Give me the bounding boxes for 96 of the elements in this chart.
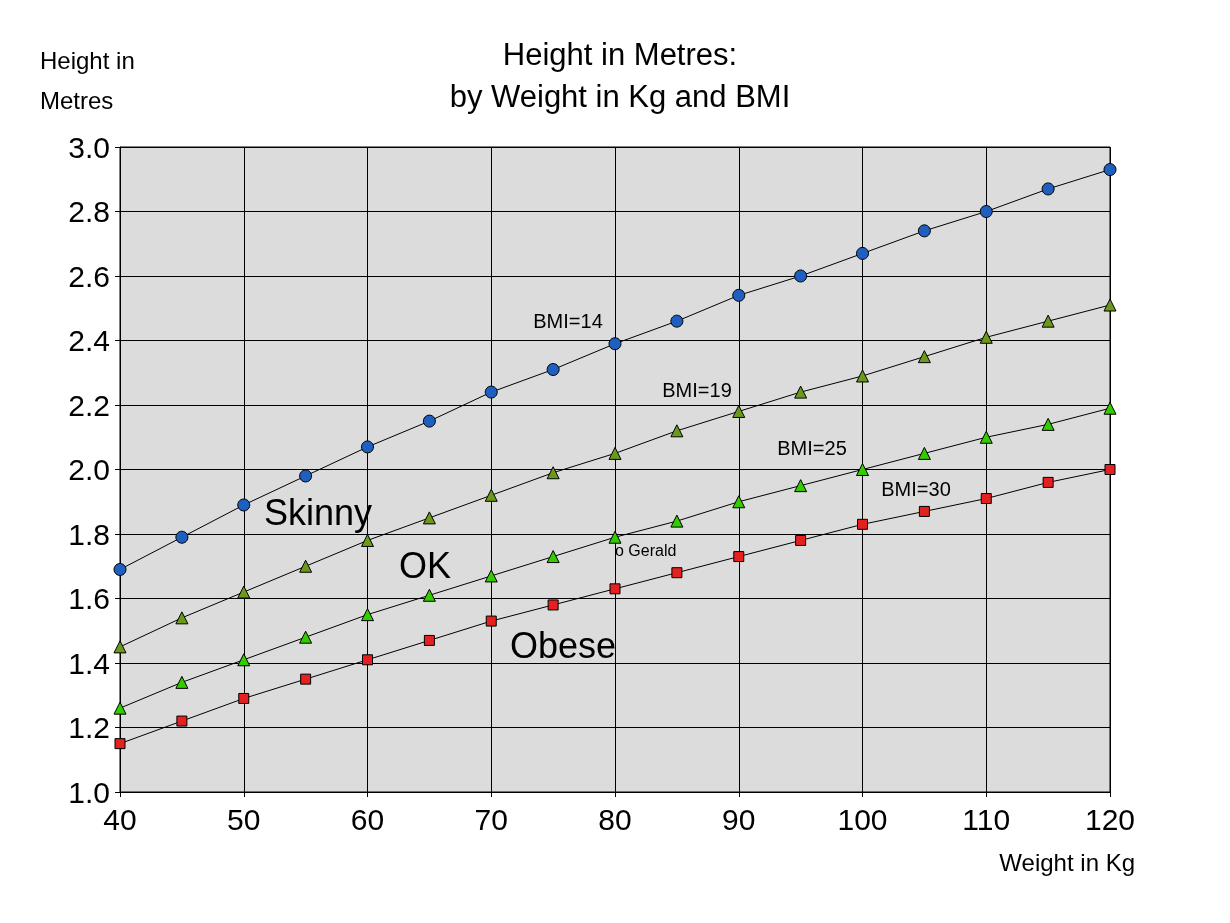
- point: [1041, 182, 1055, 196]
- x-tick-label: 110: [962, 802, 1011, 836]
- point: [300, 673, 312, 685]
- point: [361, 608, 374, 622]
- point: [546, 363, 560, 377]
- point: [917, 446, 931, 460]
- point: [670, 314, 684, 328]
- point: [917, 224, 931, 238]
- x-tick-label: 120: [1084, 802, 1136, 836]
- point: [670, 424, 684, 438]
- point: [299, 630, 313, 644]
- point: [671, 567, 683, 579]
- y-tick-label: 3.0: [68, 130, 110, 164]
- chart-title: Height in Metres: by Weight in Kg and BMI: [449, 36, 791, 114]
- point: [794, 385, 808, 399]
- y-tick-label: 1.2: [68, 711, 110, 744]
- y-tick-label: 2.4: [68, 324, 110, 357]
- point: [299, 469, 313, 483]
- x-tick-label: 60: [350, 802, 385, 836]
- point: [113, 640, 127, 654]
- y-tick-label: 2.8: [68, 195, 110, 228]
- point: [1103, 298, 1117, 312]
- point: [918, 505, 930, 517]
- y-tick-label: 2.2: [68, 388, 110, 422]
- x-tick-label: 100: [837, 802, 888, 836]
- point: [1042, 476, 1054, 488]
- point: [484, 569, 498, 583]
- x-tick-label: 70: [474, 802, 508, 836]
- point: [114, 738, 126, 750]
- point: [608, 446, 622, 460]
- point: [856, 246, 869, 260]
- point: [609, 583, 621, 595]
- point: [857, 518, 868, 530]
- series-label: BMI=14: [533, 310, 603, 332]
- point: [1041, 417, 1055, 431]
- point: [237, 585, 251, 599]
- point: [485, 615, 497, 627]
- point: [979, 430, 993, 444]
- point: [175, 530, 189, 544]
- annotation: OK: [398, 544, 452, 586]
- point: [546, 466, 560, 480]
- series-label: BMI=19: [662, 379, 732, 401]
- y-tick-label: 2.6: [68, 259, 110, 293]
- point: [362, 654, 373, 666]
- point: [917, 350, 931, 364]
- point: [176, 715, 188, 727]
- point: [361, 533, 374, 547]
- point: [422, 511, 436, 525]
- point: [113, 701, 127, 715]
- y-tick-label: 1.4: [68, 646, 110, 680]
- point: [732, 404, 746, 418]
- point: [237, 498, 251, 512]
- point: [238, 692, 250, 704]
- point: [979, 330, 993, 344]
- point: [299, 559, 313, 573]
- x-tick-label: 50: [227, 802, 261, 836]
- point: [608, 530, 622, 544]
- y-tick-label: 2.0: [68, 453, 110, 486]
- point: [423, 634, 435, 646]
- point: [237, 653, 251, 667]
- point: [608, 337, 622, 351]
- point: [547, 599, 559, 611]
- point: [856, 369, 869, 383]
- annotation: Obese: [509, 624, 617, 666]
- point: [670, 514, 684, 528]
- y-axis-title: Height in Metres: [40, 46, 142, 114]
- point: [794, 269, 808, 283]
- point: [1103, 401, 1117, 415]
- point: [979, 205, 993, 218]
- x-tick-label: 90: [722, 802, 756, 836]
- point: [795, 534, 807, 546]
- point: [732, 495, 746, 509]
- annotation: o Gerald: [615, 541, 677, 559]
- x-tick-label: 80: [598, 802, 632, 836]
- point: [422, 588, 436, 602]
- point: [733, 551, 745, 563]
- point: [175, 675, 189, 689]
- point: [484, 385, 498, 399]
- x-axis-title: Weight in Kg: [999, 848, 1136, 876]
- point: [113, 562, 127, 576]
- point: [1103, 163, 1117, 177]
- series-label: BMI=25: [777, 437, 847, 459]
- point: [175, 611, 189, 625]
- y-tick-label: 1.6: [68, 582, 110, 615]
- point: [1041, 314, 1055, 328]
- point: [794, 479, 808, 493]
- point: [546, 550, 560, 564]
- series-label: BMI=30: [881, 478, 951, 500]
- point: [422, 414, 436, 428]
- point: [732, 288, 746, 302]
- point: [856, 463, 869, 476]
- point: [484, 488, 498, 502]
- point: [980, 493, 992, 505]
- point: [361, 440, 374, 454]
- y-tick-label: 1.8: [68, 517, 110, 551]
- point: [1104, 464, 1116, 475]
